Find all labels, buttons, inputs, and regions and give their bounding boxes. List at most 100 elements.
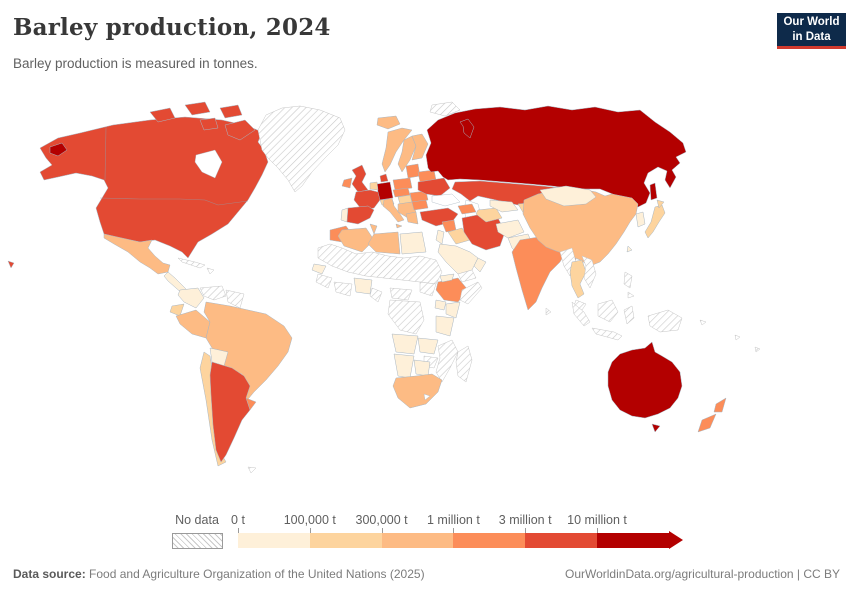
country-libya[interactable] (367, 231, 401, 255)
country-central-african-republic[interactable] (389, 287, 413, 301)
country-fiji[interactable] (734, 334, 741, 341)
country-guyanas[interactable] (225, 289, 245, 309)
legend-segment-1[interactable] (238, 533, 310, 548)
country-greece[interactable] (405, 211, 419, 225)
country-united-kingdom[interactable] (351, 164, 369, 193)
country-oman[interactable] (473, 257, 487, 273)
country-hawaii[interactable] (7, 260, 15, 269)
country-ghana-ivory-coast[interactable] (333, 281, 353, 297)
country-botswana[interactable] (413, 359, 431, 377)
country-sahara-belt[interactable] (317, 243, 443, 285)
country-nigeria[interactable] (353, 277, 373, 295)
country-philippines[interactable] (623, 271, 633, 289)
country-hispaniola[interactable] (206, 267, 215, 275)
country-afghanistan[interactable] (495, 219, 525, 239)
country-mozambique[interactable] (435, 339, 459, 383)
country-falklands[interactable] (247, 466, 257, 474)
country-indonesia-sumatra[interactable] (571, 301, 591, 327)
country-svalbard[interactable] (429, 101, 461, 117)
country-madagascar[interactable] (455, 345, 473, 383)
country-zambia[interactable] (417, 337, 439, 355)
country-greenland[interactable] (257, 105, 346, 193)
country-dr-congo[interactable] (387, 299, 425, 335)
footer-link[interactable]: OurWorldinData.org/agricultural-producti… (564, 567, 840, 581)
country-denmark[interactable] (379, 173, 389, 183)
country-sri-lanka[interactable] (545, 307, 552, 316)
country-uzbekistan[interactable] (489, 199, 519, 213)
country-new-caledonia[interactable] (754, 346, 761, 353)
country-philippines[interactable] (627, 291, 635, 299)
country-new-zealand-north[interactable] (713, 397, 727, 413)
country-ethiopia[interactable] (435, 277, 469, 303)
country-romania[interactable] (409, 190, 429, 203)
country-iceland[interactable] (376, 115, 401, 130)
country-norway[interactable] (381, 127, 413, 173)
country-laos-vietnam[interactable] (581, 255, 597, 289)
country-cuba[interactable] (177, 257, 206, 269)
country-new-zealand-south[interactable] (697, 413, 717, 433)
owid-logo[interactable]: Our World in Data (777, 13, 846, 49)
country-arctic-island[interactable] (149, 107, 176, 123)
country-angola[interactable] (391, 333, 419, 355)
country-finland[interactable] (411, 133, 429, 161)
country-mongolia[interactable] (539, 185, 597, 207)
country-france[interactable] (353, 189, 381, 211)
country-australia[interactable] (607, 341, 683, 419)
country-yemen[interactable] (457, 269, 477, 283)
country-cameroon[interactable] (369, 287, 383, 303)
legend-segment-4[interactable] (453, 533, 526, 548)
country-tanzania[interactable] (435, 315, 455, 337)
country-peru[interactable] (175, 309, 211, 339)
country-south-sudan[interactable] (419, 281, 437, 297)
country-benelux[interactable] (369, 181, 379, 191)
country-tasmania[interactable] (651, 423, 661, 433)
country-solomon-islands[interactable] (699, 319, 707, 326)
country-sakhalin[interactable] (649, 182, 658, 201)
country-japan[interactable] (644, 204, 666, 239)
country-turkmenistan[interactable] (475, 207, 503, 223)
country-sicily[interactable] (395, 223, 403, 229)
country-tunisia[interactable] (369, 223, 378, 235)
legend-segment-6[interactable] (597, 533, 669, 548)
country-spain[interactable] (346, 205, 375, 225)
country-novaya-zemlya[interactable] (459, 118, 475, 139)
country-taiwan[interactable] (626, 245, 633, 253)
country-venezuela[interactable] (199, 285, 227, 301)
country-arctic-island[interactable] (199, 117, 219, 131)
country-guinea[interactable] (315, 273, 333, 289)
country-algeria[interactable] (337, 227, 375, 253)
country-korea[interactable] (635, 211, 646, 228)
country-south-africa[interactable] (392, 373, 443, 409)
country-baltics[interactable] (405, 163, 421, 179)
country-arctic-island[interactable] (224, 119, 256, 141)
country-thailand[interactable] (569, 259, 587, 299)
country-argentina[interactable] (209, 361, 251, 463)
country-namibia[interactable] (393, 353, 415, 379)
country-caucasus[interactable] (457, 203, 477, 215)
country-eritrea[interactable] (439, 273, 455, 283)
country-russia[interactable] (425, 105, 687, 208)
country-colombia[interactable] (177, 287, 205, 309)
country-somalia[interactable] (459, 281, 483, 305)
country-levant[interactable] (435, 229, 445, 245)
country-senegal[interactable] (311, 263, 327, 275)
country-indonesia-java[interactable] (591, 327, 623, 341)
country-indonesia-borneo[interactable] (597, 299, 619, 323)
legend-segment-3[interactable] (381, 533, 454, 548)
country-italy[interactable] (382, 197, 405, 223)
legend-no-data-swatch[interactable] (172, 533, 223, 549)
country-hokkaido[interactable] (656, 199, 665, 209)
country-poland[interactable] (392, 177, 413, 191)
country-uganda[interactable] (434, 299, 447, 311)
country-arctic-island[interactable] (219, 104, 243, 119)
country-egypt[interactable] (399, 231, 427, 255)
country-papua-new-guinea[interactable] (647, 309, 683, 333)
country-canada-usa[interactable] (39, 116, 269, 259)
legend-segment-5[interactable] (525, 533, 597, 548)
country-china[interactable] (522, 187, 639, 267)
legend-segment-2[interactable] (309, 533, 382, 548)
country-bulgaria[interactable] (411, 199, 429, 211)
country-indonesia-sulawesi[interactable] (623, 305, 635, 325)
country-saudi-arabia[interactable] (437, 243, 479, 275)
country-ireland[interactable] (341, 177, 353, 189)
